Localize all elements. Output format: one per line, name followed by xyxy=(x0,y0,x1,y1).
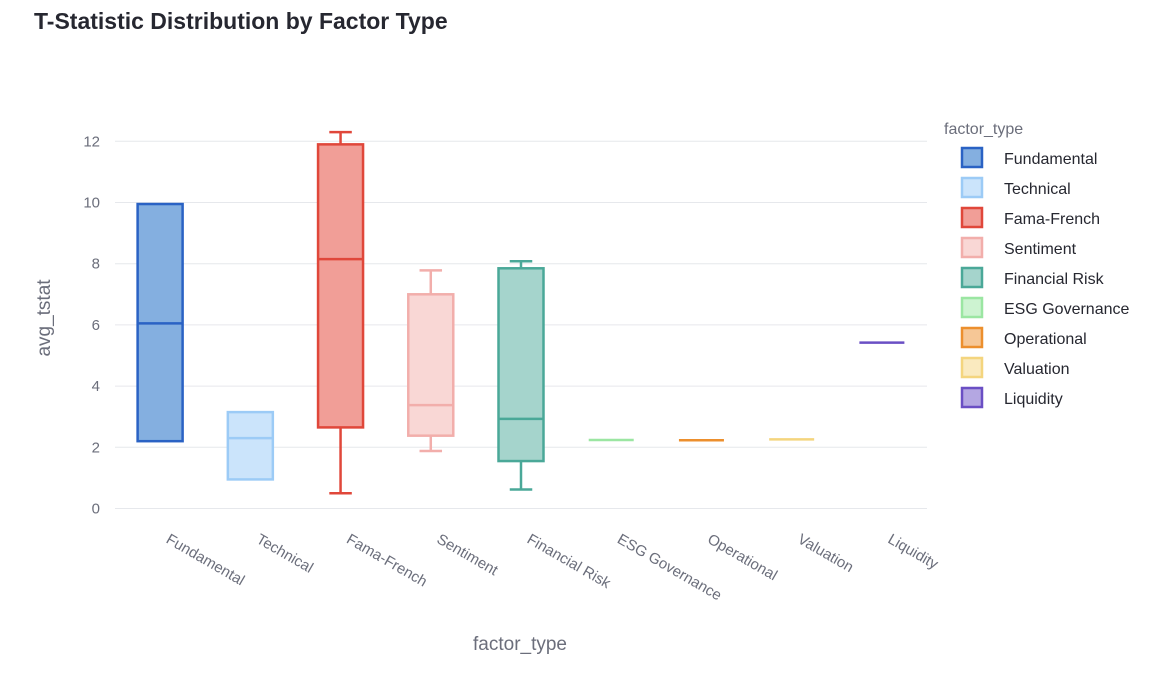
legend-label: Fama-French xyxy=(1004,211,1100,228)
legend-swatch xyxy=(960,236,984,259)
box-iqr xyxy=(316,143,365,429)
legend-swatch xyxy=(960,356,984,379)
legend: factor_type Fundamental Technical Fama-Fre… xyxy=(944,121,1130,409)
x-axis-title: factor_type xyxy=(473,634,567,655)
x-tick-labels: Fundamental Technical Fama-French Sentiment… xyxy=(163,531,941,605)
legend-label: Technical xyxy=(1004,181,1071,198)
legend-swatch xyxy=(960,176,984,199)
legend-swatch xyxy=(960,266,984,289)
box-fundamental[interactable] xyxy=(136,202,184,443)
x-tick-label: Operational xyxy=(704,531,780,585)
legend-label: ESG Governance xyxy=(1004,301,1130,318)
x-tick-label: Fama-French xyxy=(344,531,430,591)
x-tick-label: Financial Risk xyxy=(524,531,614,593)
legend-swatch xyxy=(960,326,984,349)
boxes xyxy=(136,130,905,495)
box-iqr xyxy=(407,293,455,437)
legend-swatch xyxy=(960,206,984,229)
legend-label: Sentiment xyxy=(1004,241,1077,258)
y-tick-label: 6 xyxy=(92,317,100,334)
y-tick-label: 10 xyxy=(83,195,100,212)
legend-item-fundamental[interactable]: Fundamental xyxy=(960,146,1097,169)
box-financial-risk[interactable] xyxy=(497,260,545,491)
box-technical[interactable] xyxy=(226,410,275,481)
legend-item-fama-french[interactable]: Fama-French xyxy=(960,206,1100,229)
box-sentiment[interactable] xyxy=(407,269,455,453)
legend-item-valuation[interactable]: Valuation xyxy=(960,356,1070,379)
box-iqr xyxy=(226,410,275,481)
legend-item-operational[interactable]: Operational xyxy=(960,326,1087,349)
x-tick-label: Fundamental xyxy=(163,531,247,590)
y-axis-title: avg_tstat xyxy=(34,279,55,357)
legend-swatch xyxy=(960,146,984,169)
box-iqr xyxy=(497,267,545,463)
y-tick-labels: 0 2 4 6 8 10 12 xyxy=(83,133,100,517)
x-tick-label: Liquidity xyxy=(885,531,942,573)
legend-swatch xyxy=(960,386,984,409)
box-fama-french[interactable] xyxy=(316,130,365,495)
legend-label: Valuation xyxy=(1004,361,1070,378)
legend-item-esg-governance[interactable]: ESG Governance xyxy=(960,296,1130,319)
y-tick-label: 8 xyxy=(92,256,100,273)
legend-item-financial-risk[interactable]: Financial Risk xyxy=(960,266,1105,289)
legend-label: Financial Risk xyxy=(1004,271,1105,288)
x-tick-label: Valuation xyxy=(795,531,857,576)
y-tick-label: 12 xyxy=(83,133,100,150)
y-tick-label: 2 xyxy=(92,439,100,456)
legend-item-sentiment[interactable]: Sentiment xyxy=(960,236,1077,259)
legend-label: Liquidity xyxy=(1004,391,1063,408)
legend-label: Operational xyxy=(1004,331,1087,348)
legend-title: factor_type xyxy=(944,121,1023,138)
y-tick-label: 4 xyxy=(92,378,100,395)
x-tick-label: Technical xyxy=(253,531,316,577)
legend-item-liquidity[interactable]: Liquidity xyxy=(960,386,1063,409)
legend-swatch xyxy=(960,296,984,319)
y-tick-label: 0 xyxy=(92,501,100,518)
legend-label: Fundamental xyxy=(1004,151,1097,168)
x-tick-label: Sentiment xyxy=(434,531,502,580)
chart-title: T-Statistic Distribution by Factor Type xyxy=(34,8,448,34)
legend-item-technical[interactable]: Technical xyxy=(960,176,1071,199)
